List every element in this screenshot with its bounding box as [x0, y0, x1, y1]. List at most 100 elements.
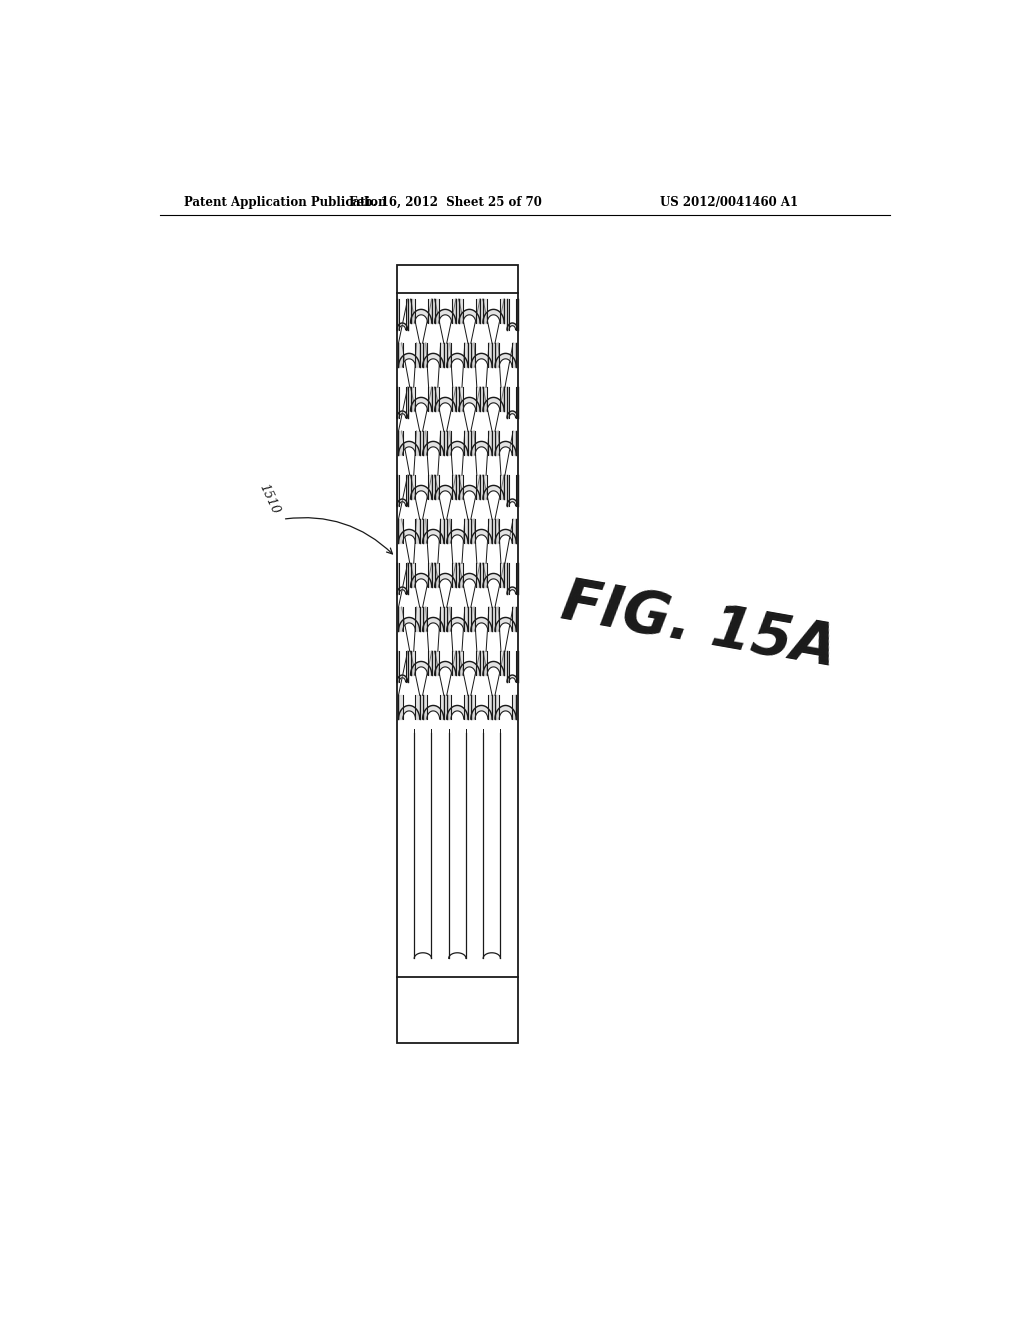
Polygon shape	[476, 564, 480, 587]
Text: Patent Application Publication: Patent Application Publication	[183, 195, 386, 209]
Polygon shape	[446, 354, 468, 367]
Polygon shape	[446, 618, 468, 631]
Polygon shape	[459, 300, 463, 323]
Polygon shape	[428, 651, 432, 675]
Polygon shape	[512, 607, 516, 631]
Polygon shape	[487, 607, 493, 631]
Polygon shape	[459, 573, 480, 587]
Polygon shape	[423, 343, 427, 367]
Polygon shape	[411, 475, 415, 499]
Polygon shape	[434, 475, 439, 499]
Text: Feb. 16, 2012  Sheet 25 of 70: Feb. 16, 2012 Sheet 25 of 70	[349, 195, 542, 209]
Polygon shape	[446, 607, 451, 631]
Polygon shape	[446, 529, 468, 543]
Polygon shape	[398, 343, 402, 367]
Polygon shape	[476, 300, 480, 323]
Polygon shape	[487, 343, 493, 367]
Polygon shape	[398, 696, 402, 719]
Polygon shape	[398, 519, 402, 543]
Polygon shape	[434, 573, 456, 587]
Polygon shape	[464, 696, 468, 719]
Polygon shape	[434, 661, 456, 675]
Polygon shape	[507, 475, 509, 506]
Polygon shape	[476, 475, 480, 499]
Polygon shape	[483, 300, 487, 323]
Polygon shape	[515, 564, 518, 594]
Polygon shape	[411, 309, 432, 323]
Polygon shape	[476, 387, 480, 411]
Polygon shape	[423, 519, 427, 543]
Polygon shape	[507, 499, 518, 506]
Polygon shape	[446, 705, 468, 719]
Polygon shape	[397, 651, 399, 682]
Polygon shape	[411, 486, 432, 499]
Polygon shape	[483, 486, 504, 499]
Polygon shape	[398, 441, 420, 455]
Polygon shape	[428, 387, 432, 411]
Polygon shape	[471, 432, 475, 455]
Polygon shape	[423, 705, 443, 719]
Polygon shape	[406, 651, 408, 682]
Polygon shape	[471, 441, 493, 455]
Polygon shape	[483, 661, 504, 675]
Polygon shape	[416, 607, 420, 631]
Polygon shape	[397, 411, 408, 418]
Polygon shape	[507, 564, 509, 594]
Polygon shape	[500, 300, 504, 323]
Text: US 2012/0041460 A1: US 2012/0041460 A1	[659, 195, 798, 209]
Polygon shape	[464, 432, 468, 455]
Polygon shape	[471, 607, 475, 631]
Polygon shape	[428, 564, 432, 587]
Polygon shape	[452, 651, 456, 675]
Polygon shape	[483, 573, 504, 587]
Polygon shape	[500, 387, 504, 411]
Polygon shape	[434, 300, 439, 323]
Polygon shape	[428, 475, 432, 499]
Polygon shape	[398, 705, 420, 719]
Polygon shape	[459, 387, 463, 411]
Polygon shape	[459, 475, 463, 499]
Polygon shape	[500, 564, 504, 587]
Polygon shape	[406, 564, 408, 594]
Polygon shape	[446, 441, 468, 455]
Polygon shape	[515, 651, 518, 682]
Polygon shape	[507, 300, 509, 330]
Polygon shape	[471, 529, 493, 543]
Polygon shape	[406, 475, 408, 506]
Polygon shape	[495, 519, 500, 543]
Polygon shape	[423, 607, 427, 631]
Text: 1510: 1510	[257, 482, 282, 516]
Polygon shape	[423, 432, 427, 455]
Polygon shape	[428, 300, 432, 323]
Polygon shape	[459, 486, 480, 499]
Polygon shape	[434, 397, 456, 411]
Polygon shape	[439, 343, 443, 367]
Polygon shape	[397, 587, 408, 594]
Polygon shape	[397, 300, 399, 330]
Polygon shape	[423, 618, 443, 631]
Polygon shape	[411, 651, 415, 675]
Polygon shape	[483, 387, 487, 411]
Polygon shape	[416, 696, 420, 719]
Polygon shape	[446, 432, 451, 455]
Polygon shape	[471, 354, 493, 367]
Polygon shape	[406, 300, 408, 330]
Polygon shape	[471, 696, 475, 719]
Polygon shape	[507, 387, 509, 418]
Polygon shape	[483, 309, 504, 323]
Polygon shape	[397, 323, 408, 330]
Polygon shape	[487, 696, 493, 719]
Polygon shape	[495, 354, 516, 367]
Polygon shape	[439, 607, 443, 631]
Polygon shape	[471, 519, 475, 543]
Polygon shape	[471, 343, 475, 367]
Polygon shape	[459, 309, 480, 323]
Bar	[397, 977, 518, 1043]
Polygon shape	[446, 343, 451, 367]
Polygon shape	[459, 651, 463, 675]
Polygon shape	[495, 696, 500, 719]
Polygon shape	[398, 354, 420, 367]
Polygon shape	[483, 651, 487, 675]
Polygon shape	[512, 343, 516, 367]
Polygon shape	[459, 564, 463, 587]
